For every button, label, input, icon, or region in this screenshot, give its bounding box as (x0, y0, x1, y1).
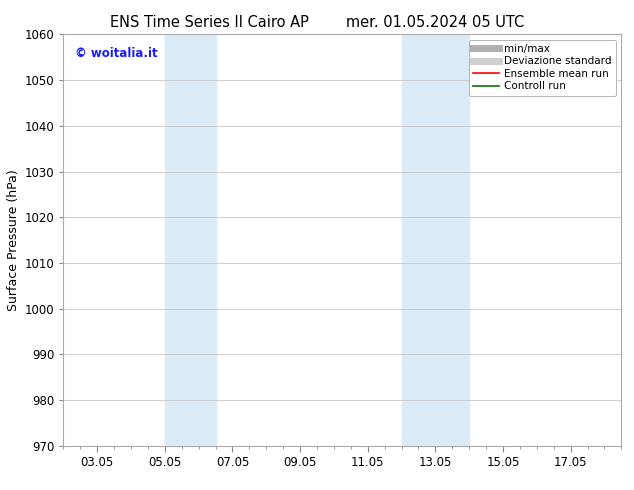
Text: © woitalia.it: © woitalia.it (75, 47, 157, 60)
Y-axis label: Surface Pressure (hPa): Surface Pressure (hPa) (8, 169, 20, 311)
Bar (401, 34, 469, 446)
Legend: min/max, Deviazione standard, Ensemble mean run, Controll run: min/max, Deviazione standard, Ensemble m… (469, 40, 616, 96)
Bar (165, 34, 216, 446)
Text: ENS Time Series Il Cairo AP        mer. 01.05.2024 05 UTC: ENS Time Series Il Cairo AP mer. 01.05.2… (110, 15, 524, 30)
